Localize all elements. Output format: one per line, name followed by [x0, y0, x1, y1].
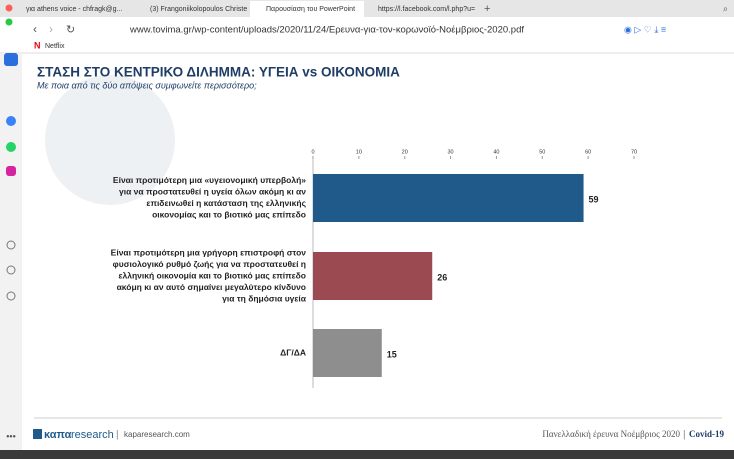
tab-bar	[0, 0, 734, 17]
back-button[interactable]: ‹	[33, 22, 37, 36]
tab-title[interactable]: (3) Frangoniikolopoulos Christe	[150, 6, 247, 13]
category-label: ελληνική οικονομία και το βιοτικό μας επ…	[118, 270, 306, 280]
category-label: επιδεινωθεί η κατάσταση της ελληνικής	[146, 198, 306, 208]
sidebar-icon[interactable]	[6, 265, 16, 275]
x-tick-label: 20	[402, 149, 408, 155]
x-tick-label: 10	[356, 149, 362, 155]
brand-site: kaparesearch.com	[124, 430, 190, 439]
brand-mark	[33, 429, 42, 439]
value-label: 59	[589, 194, 599, 204]
category-label: ακόμη κι αν αυτό σημαίνει μεγαλύτερο κίν…	[117, 282, 306, 292]
toolbar-icons[interactable]: ◉ ▷ ♡ ⤓ ≡	[624, 24, 666, 34]
survey-note: Πανελλαδική έρευνα Νοέμβριος 2020	[542, 429, 680, 439]
bar	[313, 329, 382, 377]
sidebar-whatsapp[interactable]	[6, 142, 16, 152]
category-label: οικονομίας και το βιοτικό μας επίπεδο	[152, 210, 306, 220]
close-button[interactable]	[5, 4, 13, 12]
address-bar[interactable]	[118, 22, 608, 37]
chart-title: ΣΤΑΣΗ ΣΤΟ ΚΕΝΤΡΙΚΟ ΔΙΛΗΜΜΑ: ΥΓΕΙΑ vs ΟΙΚ…	[37, 65, 400, 80]
sidebar-messenger[interactable]	[6, 116, 16, 126]
sidebar-icon[interactable]	[6, 240, 16, 250]
sidebar-instagram[interactable]	[6, 166, 16, 176]
brand-light: research	[71, 429, 114, 441]
x-tick-label: 60	[585, 149, 591, 155]
reload-button[interactable]: ↻	[66, 24, 75, 36]
x-tick-label: 30	[448, 149, 454, 155]
active-tab[interactable]	[250, 1, 364, 17]
brand-bold: καπα	[44, 429, 72, 441]
url[interactable]: www.tovima.gr/wp-content/uploads/2020/11…	[129, 25, 524, 36]
value-label: 26	[437, 272, 447, 282]
x-tick-label: 0	[311, 149, 314, 155]
sidebar-icon[interactable]	[6, 291, 16, 301]
virus-decoration	[45, 75, 175, 205]
new-tab[interactable]: +	[484, 3, 490, 15]
zoom-button[interactable]	[5, 18, 13, 26]
category-label: ΔΓ/ΔΑ	[280, 347, 306, 357]
survey-tag: Covid-19	[689, 429, 725, 439]
category-label: φυσιολογικό ρυθμό ζωής για να προστατευθ…	[113, 259, 306, 269]
bookmark[interactable]: Netflix	[45, 43, 65, 50]
x-tick-label: 50	[539, 149, 545, 155]
sidebar-home[interactable]	[4, 53, 18, 66]
sidebar-more[interactable]: •••	[6, 431, 15, 441]
sidebar	[0, 53, 22, 459]
x-tick-label: 40	[493, 149, 499, 155]
category-label: για να προστατευθεί η υγεία όλων ακόμη κ…	[119, 187, 306, 197]
tab-title[interactable]: https://l.facebook.com/l.php?u=	[378, 6, 475, 13]
tab-title[interactable]: για athens voice - chfragk@g...	[26, 6, 122, 13]
forward-button[interactable]: ›	[49, 22, 53, 36]
bottom-bar	[0, 450, 734, 459]
bar	[313, 174, 584, 222]
category-label: Είναι προτιμότερη μια «υγειονομική υπερβ…	[113, 175, 306, 185]
category-label: για τη δημόσια υγεία	[222, 293, 307, 303]
search-icon[interactable]: ⌕	[723, 3, 728, 13]
separator: |	[116, 430, 119, 441]
value-label: 15	[387, 349, 397, 359]
separator: |	[683, 430, 686, 441]
x-tick-label: 70	[631, 149, 637, 155]
bar	[313, 252, 433, 300]
category-label: Είναι προτιμότερη μια γρήγορη επιστροφή …	[111, 247, 307, 257]
chart-subtitle: Με ποια από τις δύο απόψεις συμφωνείτε π…	[37, 80, 257, 90]
netflix-icon: N	[34, 40, 41, 50]
tab-title[interactable]: Παρουσίαση του PowerPoint	[266, 5, 355, 13]
